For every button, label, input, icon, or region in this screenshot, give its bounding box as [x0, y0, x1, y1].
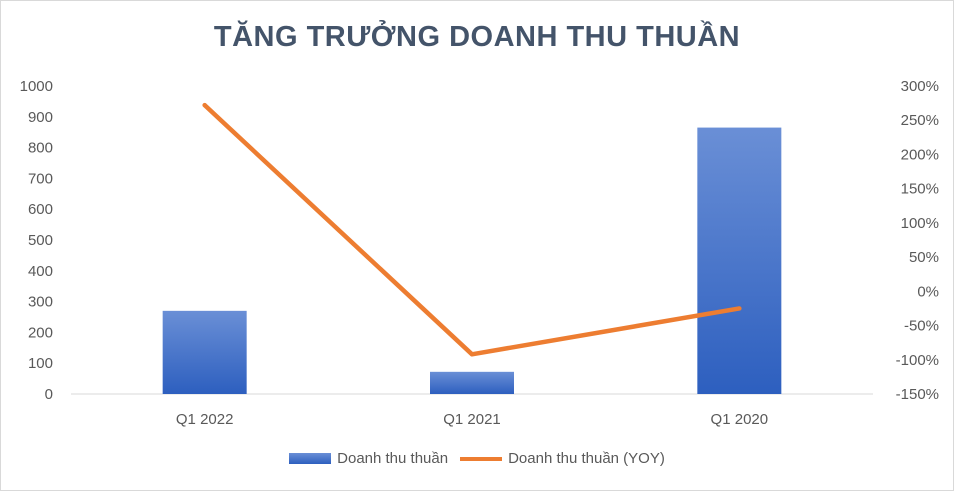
y2-tick-label: -150%	[896, 386, 939, 403]
bar	[430, 371, 514, 394]
y-tick-label: 1000	[20, 78, 53, 95]
y-tick-label: 100	[28, 355, 53, 372]
line-series-yoy	[202, 102, 742, 357]
y2-tick-label: 100%	[901, 215, 939, 232]
y2-tick-label: 0%	[917, 283, 939, 300]
bar	[162, 310, 247, 394]
x-tick-label: Q1 2021	[443, 411, 501, 428]
y2-tick-label: 50%	[909, 249, 939, 266]
y-tick-label: 900	[28, 109, 53, 126]
y2-tick-label: 200%	[901, 146, 939, 163]
x-tick-label: Q1 2022	[176, 411, 234, 428]
y2-tick-label: 250%	[901, 112, 939, 129]
line-point	[202, 103, 207, 108]
legend-line-swatch	[460, 456, 503, 461]
legend-label-line-series: Doanh thu thuần (YOY)	[508, 450, 665, 467]
legend-item-line-series: Doanh thu thuần (YOY)	[460, 450, 665, 467]
y-tick-label: 500	[28, 232, 53, 249]
y-tick-label: 300	[28, 294, 53, 311]
y-tick-label: 400	[28, 263, 53, 280]
legend-bar-swatch	[289, 453, 332, 464]
y2-tick-label: -50%	[904, 318, 939, 335]
line-point	[470, 352, 474, 357]
y-tick-label: 200	[28, 324, 53, 341]
y-tick-label: 700	[28, 170, 53, 187]
y-tick-label: 0	[45, 386, 53, 403]
y2-tick-label: -100%	[896, 352, 939, 369]
x-tick-label: Q1 2020	[711, 411, 769, 428]
y-tick-label: 600	[28, 201, 53, 218]
legend-label-bar-series: Doanh thu thuần	[337, 450, 449, 467]
y-tick-label: 800	[28, 140, 53, 157]
line-point	[737, 306, 742, 311]
y2-tick-label: 300%	[901, 78, 939, 95]
chart-title: TĂNG TRƯỞNG DOANH THU THUẦN	[213, 21, 741, 53]
chart-legend: Doanh thu thuần Doanh thu thuần (YOY)	[1, 450, 953, 467]
bar	[697, 127, 782, 394]
legend-item-bar-series: Doanh thu thuần	[289, 450, 448, 467]
y2-tick-label: 150%	[901, 181, 939, 198]
